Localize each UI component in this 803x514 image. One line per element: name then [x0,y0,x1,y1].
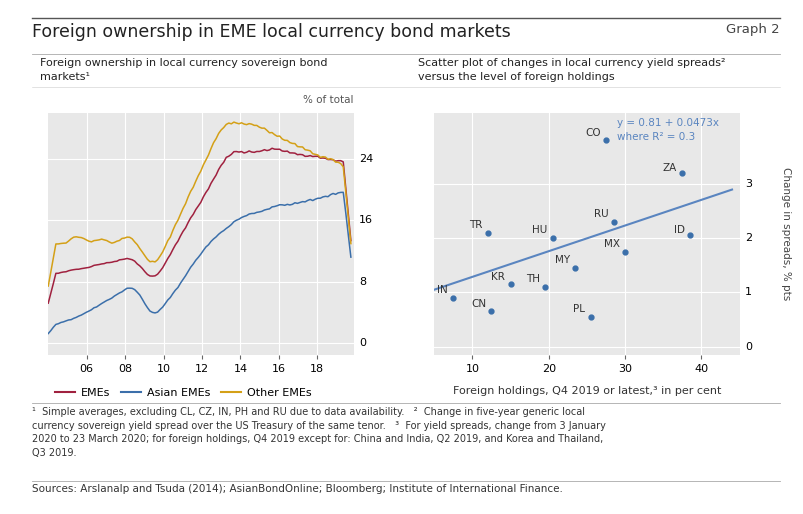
Text: TR: TR [468,221,482,230]
Text: RU: RU [593,209,608,219]
Text: ¹  Simple averages, excluding CL, CZ, IN, PH and RU due to data availability.   : ¹ Simple averages, excluding CL, CZ, IN,… [32,407,605,458]
Text: 0: 0 [744,341,752,352]
Text: 2: 2 [744,233,752,243]
Text: MY: MY [554,255,569,265]
Text: CO: CO [585,128,600,138]
Text: Foreign ownership in local currency sovereign bond
markets¹: Foreign ownership in local currency sove… [40,58,328,82]
Text: Change in spreads, % pts: Change in spreads, % pts [780,167,789,301]
Text: TH: TH [525,274,539,284]
Text: ID: ID [673,225,684,235]
Text: 16: 16 [359,215,373,226]
Text: ZA: ZA [662,163,676,173]
Text: 1: 1 [744,287,752,297]
Text: Sources: Arslanalp and Tsuda (2014); AsianBondOnline; Bloomberg; Institute of In: Sources: Arslanalp and Tsuda (2014); Asi… [32,484,562,494]
Text: Graph 2: Graph 2 [725,23,779,36]
Text: % of total: % of total [303,96,353,105]
Text: IN: IN [437,285,447,296]
Text: 0: 0 [359,338,366,348]
Text: Foreign ownership in EME local currency bond markets: Foreign ownership in EME local currency … [32,23,510,41]
Text: KR: KR [491,272,504,282]
Text: Foreign holdings, Q4 2019 or latest,³ in per cent: Foreign holdings, Q4 2019 or latest,³ in… [452,386,720,396]
Text: 24: 24 [359,154,373,164]
Text: HU: HU [532,225,547,235]
Text: y = 0.81 + 0.0473x
where R² = 0.3: y = 0.81 + 0.0473x where R² = 0.3 [617,118,719,142]
Text: 3: 3 [744,179,752,189]
Text: MX: MX [603,240,619,249]
Text: CN: CN [471,299,486,309]
Text: PL: PL [573,304,585,315]
Text: 8: 8 [359,277,366,287]
Legend: EMEs, Asian EMEs, Other EMEs: EMEs, Asian EMEs, Other EMEs [51,383,316,402]
Text: Scatter plot of changes in local currency yield spreads²
versus the level of for: Scatter plot of changes in local currenc… [418,58,724,82]
